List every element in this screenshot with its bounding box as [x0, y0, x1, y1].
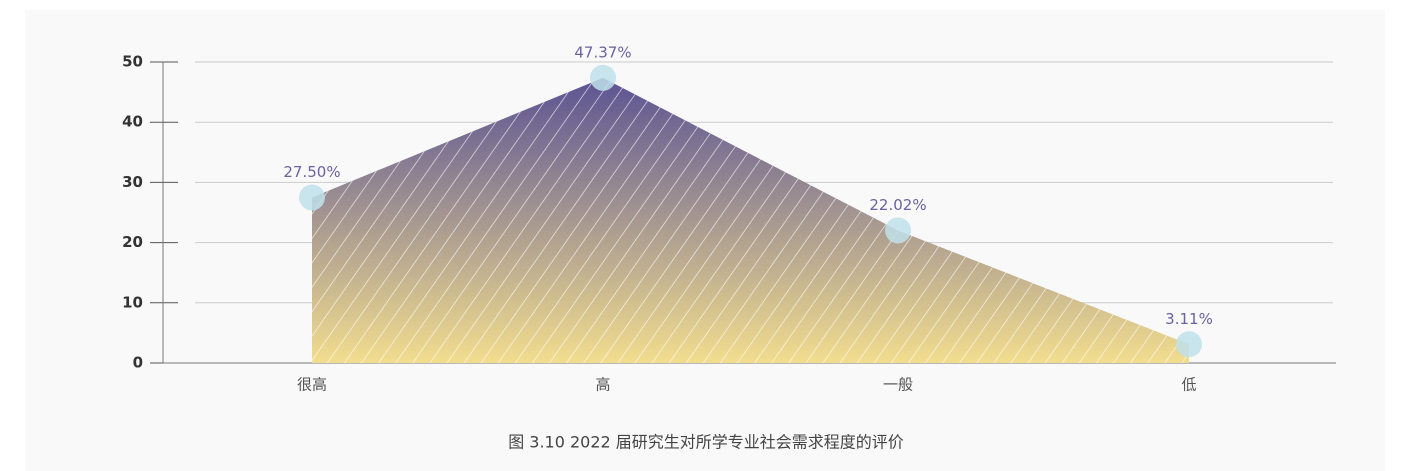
point — [299, 184, 325, 211]
y-tick-label: 10 — [122, 293, 143, 311]
x-tick-label: 很高 — [297, 376, 327, 394]
x-tick-label: 一般 — [883, 376, 913, 394]
x-tick-label: 高 — [595, 376, 610, 394]
y-tick-label: 0 — [133, 354, 143, 372]
value-label: 22.02% — [869, 196, 926, 214]
y-tick-label: 40 — [122, 113, 143, 131]
value-label: 27.50% — [283, 163, 340, 181]
caption: 图 3.10 2022 届研究生对所学专业社会需求程度的评价 — [508, 433, 904, 452]
x-tick-label: 低 — [1181, 376, 1196, 394]
point — [885, 217, 911, 244]
point — [590, 64, 616, 91]
value-label: 47.37% — [574, 43, 631, 61]
y-tick-label: 30 — [122, 173, 143, 191]
y-tick-label: 50 — [122, 53, 143, 71]
y-tick-label: 20 — [122, 233, 143, 251]
value-label: 3.11% — [1165, 310, 1213, 328]
point — [1176, 331, 1202, 358]
